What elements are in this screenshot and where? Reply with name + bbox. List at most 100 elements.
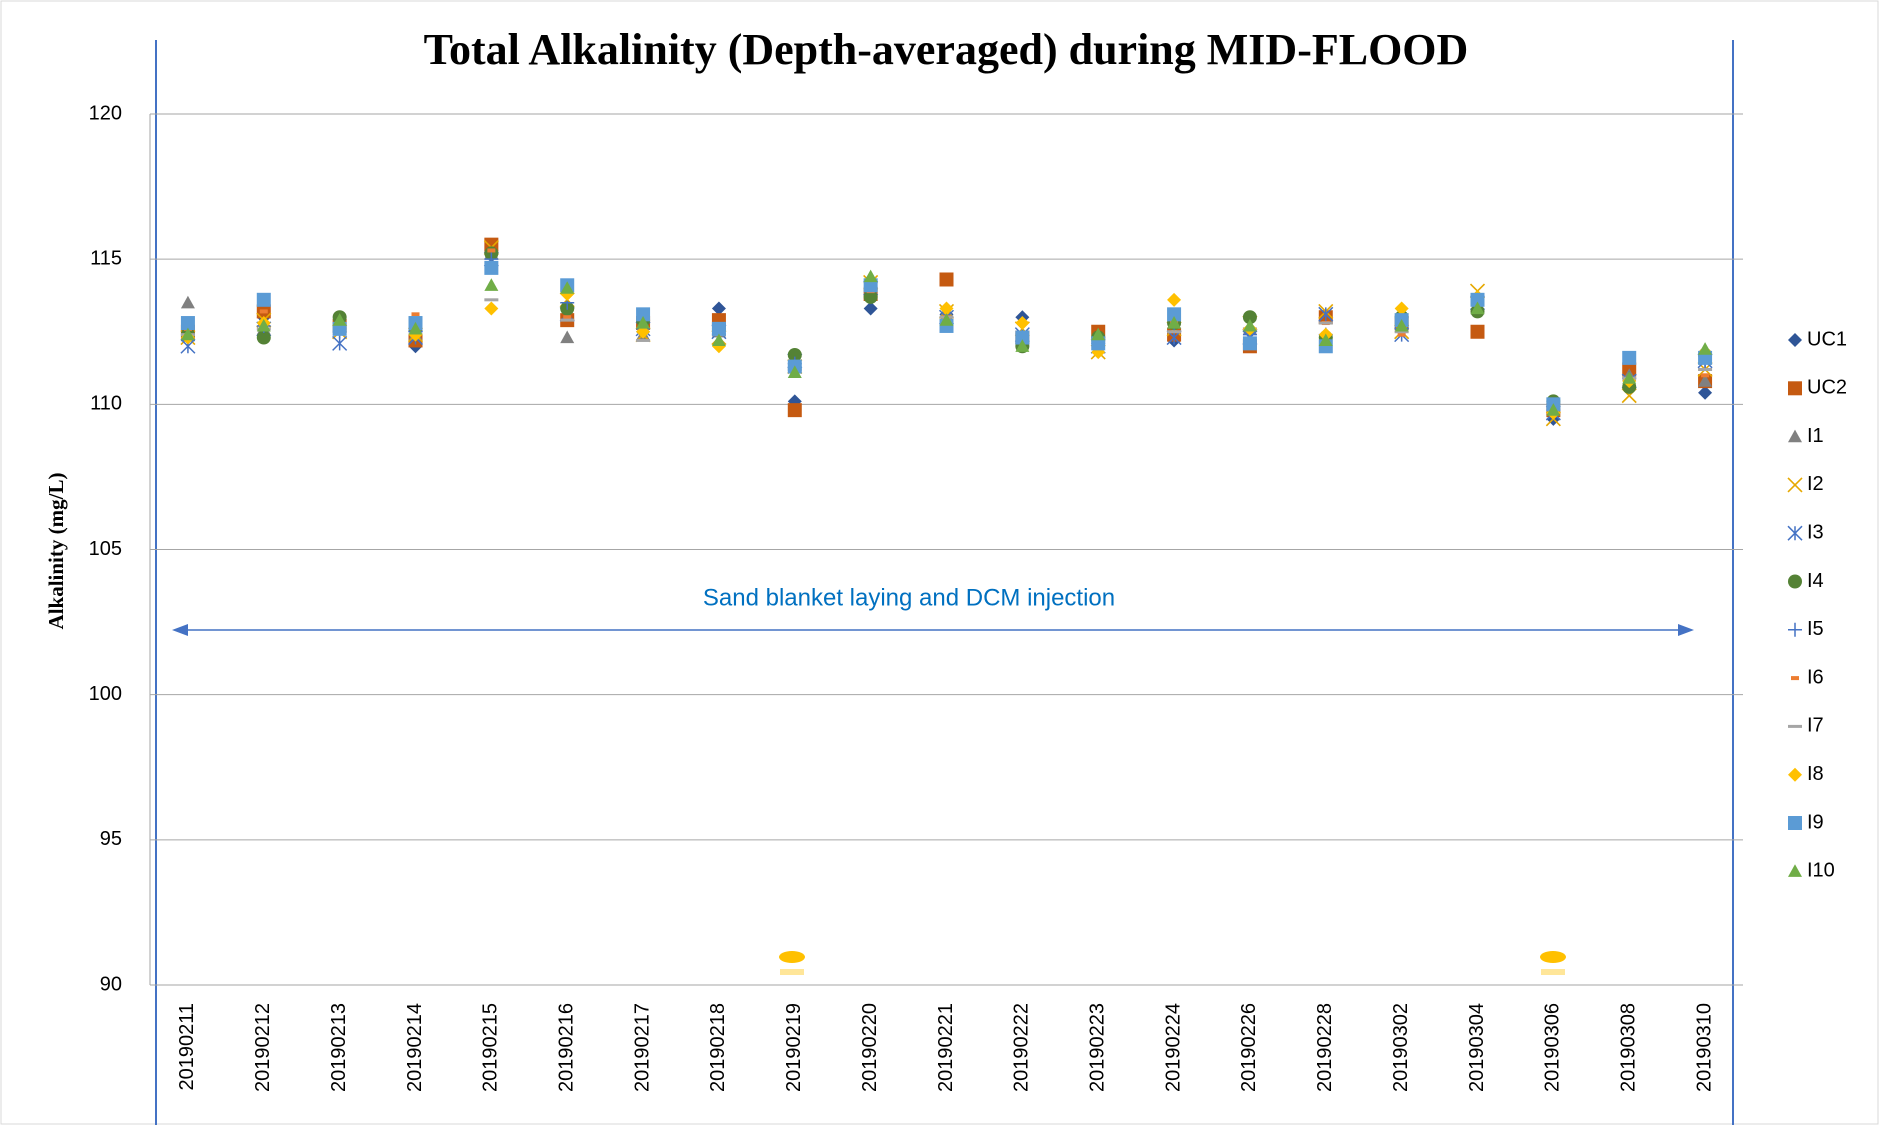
- data-point: [560, 281, 575, 294]
- data-point: [1167, 292, 1182, 307]
- data-point: [1167, 330, 1182, 334]
- y-tick-label: 120: [89, 102, 122, 124]
- icon: [779, 951, 805, 975]
- data-point: [560, 318, 575, 322]
- legend-marker: [1788, 574, 1802, 589]
- data-point: [636, 316, 651, 329]
- data-point: [1470, 324, 1485, 339]
- x-tick-label: 20190222: [1011, 1003, 1033, 1092]
- legend-label: I9: [1807, 811, 1824, 833]
- legend-marker: [1788, 816, 1802, 830]
- legend-marker: [1788, 724, 1802, 728]
- data-point: [1242, 318, 1257, 332]
- legend-marker: [1788, 767, 1802, 782]
- legend-label: I10: [1807, 860, 1835, 882]
- data-point: [1394, 301, 1409, 316]
- data-point: [1394, 318, 1409, 332]
- x-tick-label: 20190215: [480, 1003, 502, 1092]
- data-point: [1698, 342, 1713, 355]
- x-tick-label: 20190213: [328, 1003, 350, 1092]
- x-tick-label: 20190220: [859, 1003, 881, 1092]
- data-point: [180, 316, 195, 331]
- y-tick-label: 90: [100, 973, 122, 995]
- data-point: [180, 295, 195, 309]
- chart-title: Total Alkalinity (Depth-averaged) during…: [424, 25, 1469, 74]
- y-tick-label: 100: [89, 683, 122, 705]
- data-point: [1622, 371, 1637, 384]
- data-point: [787, 403, 802, 418]
- data-point: [1470, 292, 1485, 307]
- x-tick-label: 20190306: [1542, 1003, 1564, 1092]
- data-point: [1698, 367, 1713, 371]
- data-point: [560, 330, 575, 344]
- data-point: [636, 307, 651, 322]
- data-point: [1698, 385, 1713, 400]
- data-point: [863, 301, 878, 316]
- data-point: [939, 301, 954, 316]
- data-point: [256, 292, 271, 307]
- data-point: [711, 301, 726, 316]
- x-tick-label: 20190226: [1238, 1003, 1260, 1092]
- icon: [1540, 951, 1566, 975]
- data-point: [939, 313, 954, 326]
- data-point: [711, 333, 726, 347]
- data-point: [1167, 307, 1182, 322]
- data-point: [636, 338, 651, 342]
- x-tick-label: 20190304: [1466, 1003, 1488, 1092]
- arrow-head: [172, 624, 188, 636]
- y-tick-label: 105: [89, 538, 122, 560]
- x-tick-label: 20190224: [1162, 1003, 1184, 1092]
- data-point: [1318, 333, 1333, 347]
- legend-marker: [1788, 333, 1802, 347]
- y-axis-label: Alkalinity (mg/L): [44, 473, 68, 630]
- data-point: [484, 298, 499, 302]
- x-tick-label: 20190217: [631, 1003, 653, 1092]
- data-point: [1167, 316, 1182, 329]
- data-point: [1318, 306, 1334, 322]
- legend-marker: [1791, 676, 1799, 681]
- data-point: [1698, 374, 1713, 387]
- data-point: [1242, 336, 1257, 351]
- data-point: [1622, 350, 1637, 365]
- legend-marker: [1787, 477, 1803, 493]
- legend-label: UC2: [1807, 377, 1847, 399]
- data-point: [563, 315, 572, 320]
- x-tick-label: 20190310: [1693, 1003, 1715, 1092]
- data-point: [863, 269, 878, 283]
- legend-marker: [1788, 864, 1802, 877]
- data-point: [787, 347, 802, 362]
- data-point: [1015, 339, 1030, 352]
- x-tick-label: 20190308: [1617, 1003, 1639, 1092]
- x-tick-label: 20190212: [252, 1003, 274, 1092]
- data-point: [411, 312, 420, 317]
- legend-label: I3: [1807, 521, 1824, 543]
- legend-marker: [1788, 429, 1802, 443]
- data-point: [484, 301, 499, 316]
- data-point: [1470, 301, 1485, 315]
- y-tick-label: 95: [100, 828, 122, 850]
- legend-label: I2: [1807, 473, 1824, 495]
- legend-label: I6: [1807, 666, 1824, 688]
- legend-label: I5: [1807, 618, 1824, 640]
- data-point: [487, 248, 496, 253]
- data-point: [787, 365, 802, 378]
- data-point: [256, 330, 271, 345]
- legend-marker: [1787, 525, 1803, 541]
- x-tick-label: 20190214: [404, 1003, 426, 1092]
- legend-label: I4: [1807, 570, 1824, 592]
- data-point: [1242, 310, 1257, 325]
- data-point: [1546, 403, 1561, 416]
- data-point: [484, 260, 499, 275]
- y-tick-label: 110: [90, 393, 122, 415]
- legend-marker: [1788, 622, 1802, 637]
- legend-label: UC1: [1807, 328, 1847, 350]
- data-point: [256, 318, 271, 332]
- x-tick-label: 20190221: [935, 1003, 957, 1092]
- data-point: [1091, 327, 1106, 341]
- data-point: [1318, 321, 1333, 325]
- data-point: [484, 278, 499, 291]
- data-point: [1397, 332, 1406, 337]
- data-point: [408, 321, 423, 335]
- legend-label: I7: [1807, 715, 1824, 737]
